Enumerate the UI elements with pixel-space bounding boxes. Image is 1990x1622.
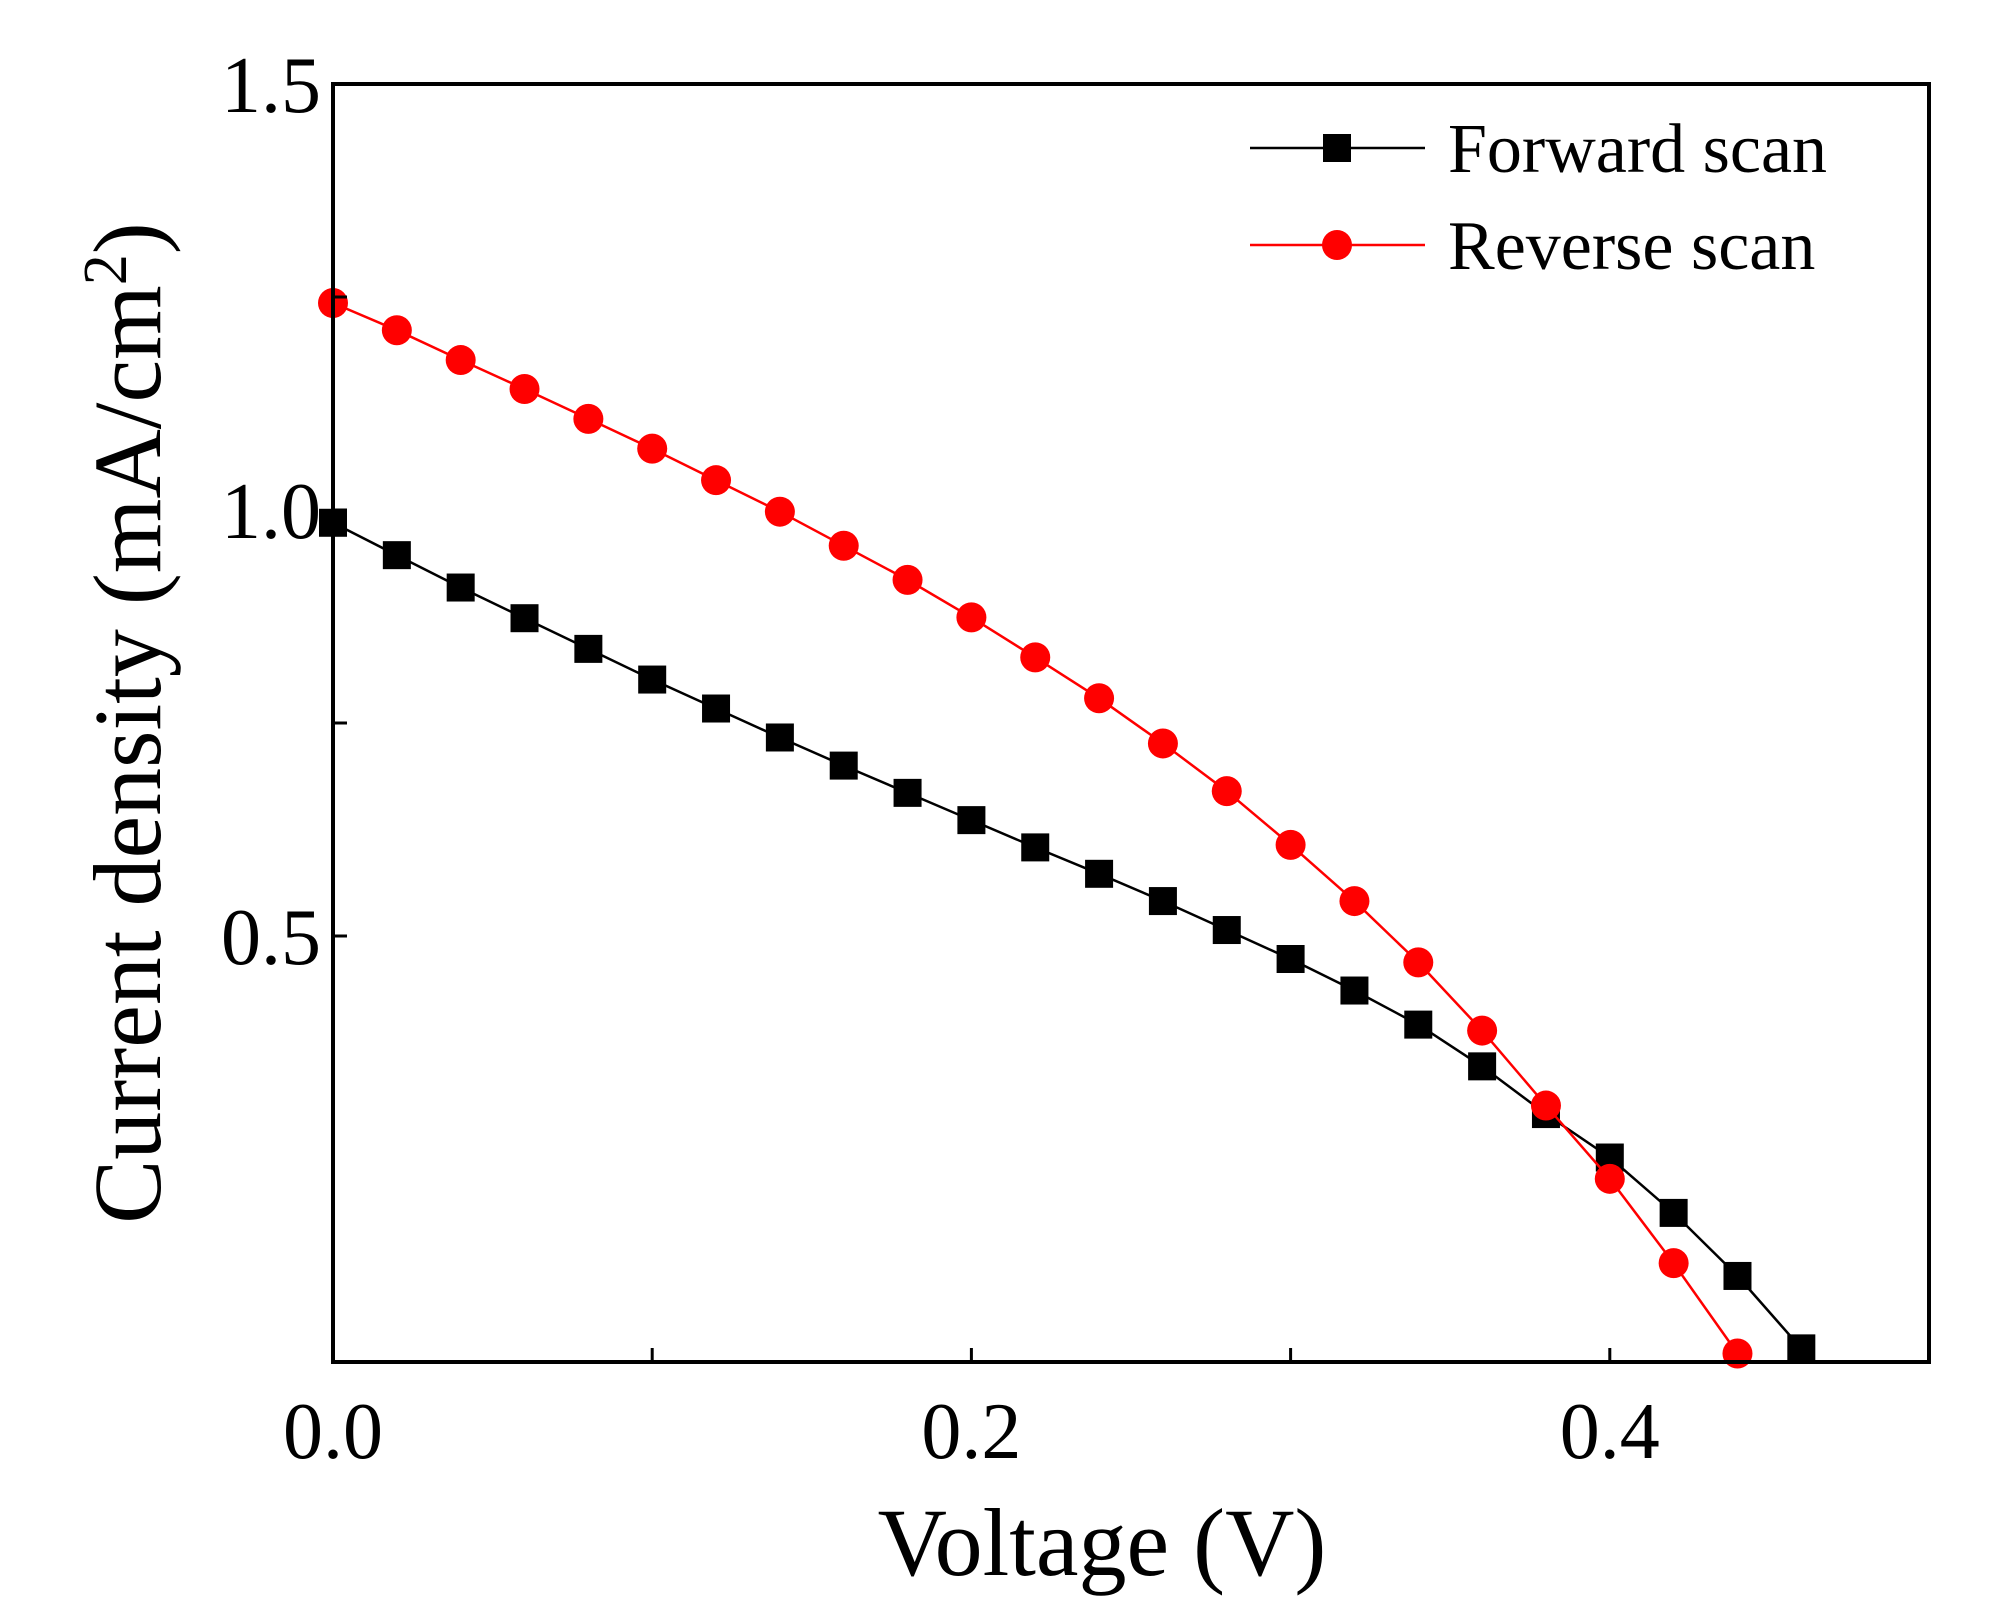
legend-marker-reverse (1322, 230, 1352, 260)
data-point-reverse (1084, 683, 1115, 714)
series-reverse (318, 287, 1753, 1369)
series-line-forward (332, 521, 1803, 1350)
data-point-forward (638, 665, 667, 694)
data-point-forward (1085, 859, 1114, 888)
legend-item-reverse: Reverse scan (1250, 208, 1815, 285)
data-point-reverse (637, 433, 668, 464)
data-point-forward (1148, 887, 1177, 916)
data-point-forward (1468, 1052, 1497, 1081)
legend-item-forward: Forward scan (1250, 111, 1827, 188)
data-point-forward (1723, 1261, 1752, 1290)
data-point-reverse (573, 403, 604, 434)
x-tick-label: 0.4 (1560, 1388, 1660, 1476)
axis-ticks: 0.0 0.2 0.4 0.5 1.0 1.5 (221, 42, 1931, 1476)
data-point-forward (382, 541, 411, 570)
data-point-forward (1659, 1198, 1688, 1227)
data-point-reverse (764, 496, 795, 527)
data-point-reverse (1275, 829, 1306, 860)
plot-area (318, 287, 1816, 1369)
data-point-reverse (1403, 947, 1434, 978)
data-point-reverse (1020, 642, 1051, 673)
x-tick-label: 0.0 (283, 1388, 383, 1476)
data-point-reverse (1530, 1090, 1561, 1121)
data-point-reverse (1339, 886, 1370, 917)
data-point-forward (765, 723, 794, 752)
data-point-forward (957, 806, 986, 835)
data-point-reverse (1467, 1015, 1498, 1046)
data-point-reverse (1658, 1248, 1689, 1279)
data-point-forward (446, 573, 475, 602)
x-axis-label: Voltage (V) (878, 1489, 1327, 1596)
data-point-forward (1787, 1334, 1816, 1363)
y-axis-label: Current density (mA/cm2) (72, 222, 181, 1223)
series-forward (319, 508, 1816, 1363)
data-point-reverse (381, 315, 412, 346)
legend-marker-forward (1323, 134, 1351, 162)
y-tick-label: 1.0 (221, 468, 321, 556)
y-tick-label: 1.5 (221, 42, 321, 130)
x-tick-label: 0.2 (921, 1388, 1021, 1476)
legend-label-reverse: Reverse scan (1448, 208, 1815, 285)
data-point-forward (893, 778, 922, 807)
data-point-reverse (701, 465, 732, 496)
y-axis-label-close: ) (74, 222, 181, 254)
data-point-reverse (828, 530, 859, 561)
data-point-reverse (892, 564, 923, 595)
data-point-forward (829, 751, 858, 780)
data-point-reverse (956, 602, 987, 633)
data-point-reverse (445, 345, 476, 376)
legend: Forward scan Reverse scan (1250, 111, 1827, 285)
data-point-forward (510, 604, 539, 633)
data-point-reverse (1594, 1163, 1625, 1194)
legend-label-forward: Forward scan (1448, 111, 1827, 188)
data-point-forward (1276, 945, 1305, 974)
data-point-forward (1404, 1010, 1433, 1039)
data-point-forward (1021, 833, 1050, 862)
y-tick-label: 0.5 (221, 894, 321, 982)
data-point-forward (1340, 976, 1369, 1005)
series-line-reverse (332, 301, 1739, 1355)
data-point-reverse (1147, 728, 1178, 759)
data-point-reverse (1211, 776, 1242, 807)
y-axis-label-main: Current density (mA/cm (74, 285, 181, 1223)
data-point-reverse (509, 374, 540, 405)
data-point-forward (574, 634, 603, 663)
data-point-forward (1212, 916, 1241, 945)
y-axis-label-superscript: 2 (72, 254, 140, 285)
data-point-forward (702, 694, 731, 723)
